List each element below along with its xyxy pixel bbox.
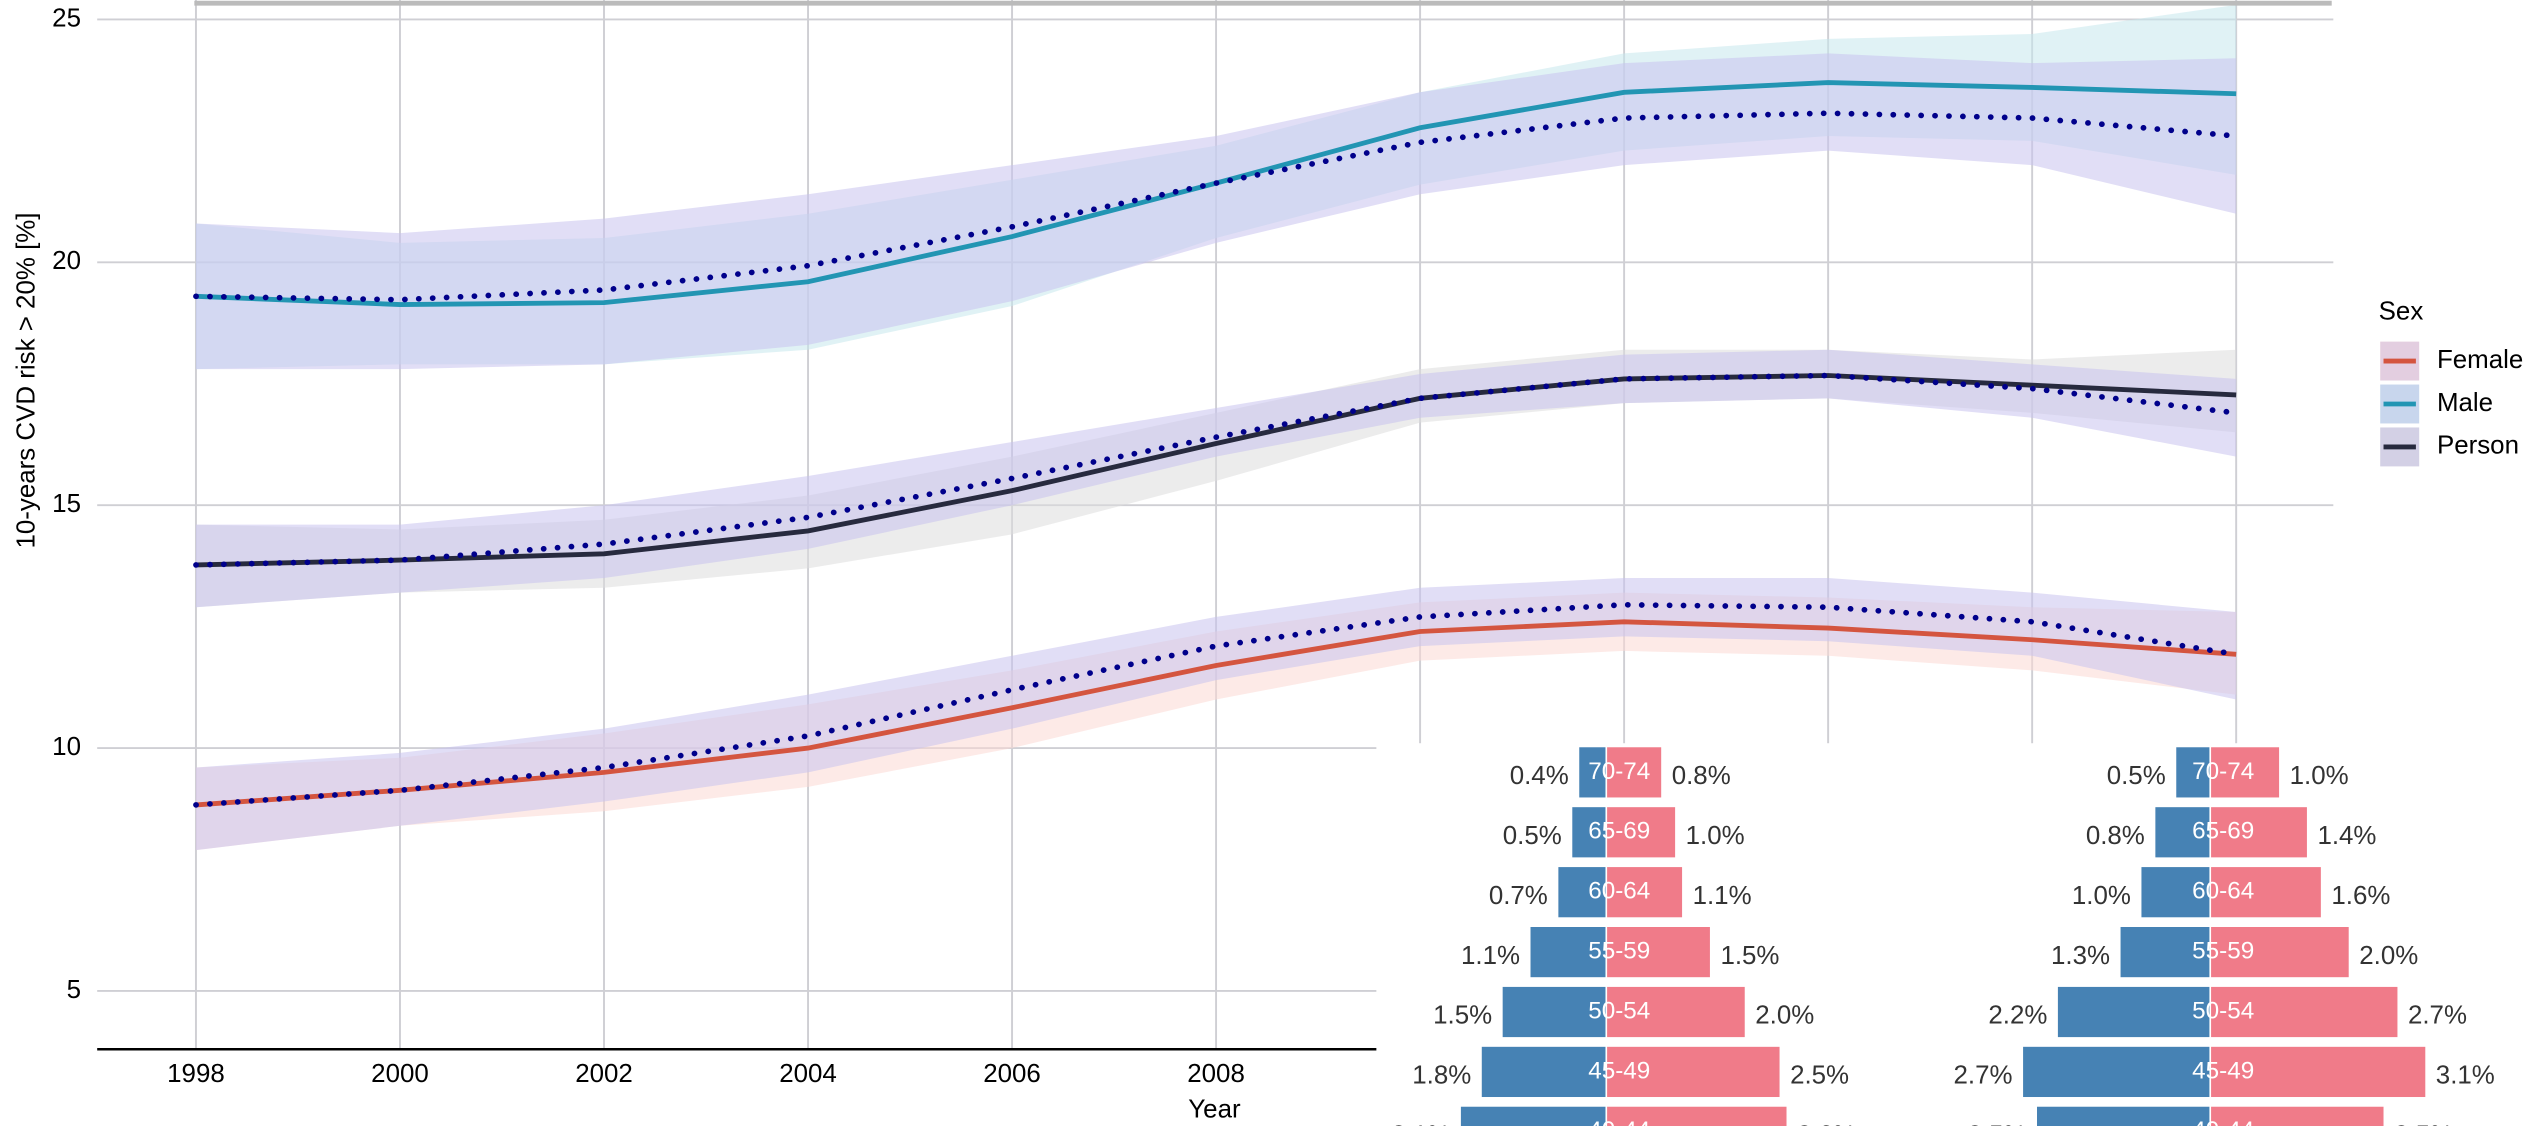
pyramid-bar: [2209, 1105, 2386, 1126]
data-label: 2.1%: [1391, 1122, 1450, 1126]
data-label: 1.0%: [1686, 822, 1745, 850]
age-label: 50-54: [2192, 997, 2254, 1024]
age-label: 70-74: [1588, 758, 1650, 785]
legend-label: Person: [2437, 432, 2519, 460]
age-label: 70-74: [2192, 758, 2254, 785]
data-label: 0.7%: [1489, 882, 1548, 910]
legend-label: Female: [2437, 346, 2523, 374]
data-label: 1.5%: [1720, 942, 1779, 970]
data-label: 0.5%: [1503, 822, 1562, 850]
y-tick-label: 10: [52, 733, 81, 761]
pyramid-bar: [2209, 925, 2351, 979]
data-label: 0.4%: [1510, 762, 1569, 790]
age-label: 45-49: [1588, 1057, 1650, 1084]
data-label: 2.0%: [2359, 942, 2418, 970]
age-label: 55-59: [1588, 938, 1650, 965]
pyramid-bar: [1480, 1045, 1608, 1099]
pyramid-bar: [1605, 745, 1663, 800]
pyramid-bar: [1605, 865, 1684, 919]
data-label: 2.0%: [1755, 1002, 1814, 1030]
pyramid-bar: [2174, 745, 2212, 800]
pyramid-bar: [1605, 805, 1677, 859]
confidence-band: [195, 578, 2237, 851]
pyramid-bar: [1570, 805, 1608, 859]
pyramid-bar: [2209, 745, 2281, 800]
x-axis-label: Year: [1188, 1096, 1241, 1124]
pyramid-bar: [1605, 1105, 1789, 1126]
line-chart: 5101520251998200020022004200620082010201…: [12, 0, 2523, 1124]
pyramid-bar: [2209, 805, 2309, 859]
x-tick-label: 2000: [371, 1060, 429, 1088]
fit-line: [193, 372, 2240, 568]
pyramid-bar: [1459, 1105, 1608, 1126]
data-label: 1.4%: [2317, 822, 2376, 850]
x-tick-label: 1998: [167, 1060, 225, 1088]
age-label: 65-69: [1588, 818, 1650, 845]
pyramid-bar: [1501, 985, 1608, 1039]
data-label: 2.5%: [2394, 1122, 2453, 1126]
pyramid-bar: [2056, 985, 2212, 1039]
data-label: 1.1%: [1461, 942, 1520, 970]
pyramid-bar: [1605, 925, 1712, 979]
data-label: 1.1%: [1693, 882, 1752, 910]
data-label: 1.8%: [1412, 1062, 1471, 1090]
pyramid-bar: [2118, 925, 2212, 979]
x-tick-label: 2006: [983, 1060, 1041, 1088]
data-label: 1.5%: [1433, 1002, 1492, 1030]
x-tick-label: 2002: [575, 1060, 633, 1088]
y-tick-label: 20: [52, 247, 81, 275]
y-tick-label: 15: [52, 490, 81, 518]
y-tick-label: 25: [52, 4, 81, 32]
x-tick-label: 2004: [779, 1060, 837, 1088]
data-label: 3.1%: [2436, 1062, 2495, 1090]
pyramid-bar: [2209, 985, 2400, 1039]
data-label: 1.0%: [2290, 762, 2349, 790]
data-label: 2.7%: [1954, 1062, 2013, 1090]
data-label: 0.8%: [1672, 762, 1731, 790]
pyramid-bar: [2035, 1105, 2212, 1126]
data-label: 0.5%: [2107, 762, 2166, 790]
age-label: 45-49: [2192, 1057, 2254, 1084]
pyramid-bar: [2139, 865, 2212, 919]
age-label: 40-44: [1588, 1117, 1650, 1126]
fit-line: [193, 110, 2240, 303]
pyramid-bar: [2209, 1045, 2427, 1099]
pyramid-bar: [1605, 985, 1747, 1039]
data-label: 0.8%: [2086, 822, 2145, 850]
data-label: 2.7%: [2408, 1002, 2467, 1030]
y-tick-label: 5: [67, 976, 81, 1004]
pyramid-bar: [2209, 865, 2323, 919]
age-label: 65-69: [2192, 818, 2254, 845]
age-label: 50-54: [1588, 997, 1650, 1024]
age-label: 55-59: [2192, 938, 2254, 965]
data-label: 2.5%: [1967, 1122, 2026, 1126]
data-label: 2.6%: [1797, 1122, 1856, 1126]
legend-label: Male: [2437, 389, 2493, 417]
y-axis-label: 10-years CVD risk > 20% [%]: [12, 213, 40, 549]
data-label: 2.2%: [1988, 1002, 2047, 1030]
age-label: 60-64: [1588, 878, 1650, 905]
data-label: 1.6%: [2331, 882, 2390, 910]
x-tick-label: 2008: [1187, 1060, 1245, 1088]
pyramid-bar: [1605, 1045, 1782, 1099]
legend-title: Sex: [2379, 297, 2424, 325]
pyramid-bar: [2021, 1045, 2212, 1099]
data-label: 1.3%: [2051, 942, 2110, 970]
age-label: 40-44: [2192, 1117, 2254, 1126]
series-line: [195, 619, 2237, 808]
data-label: 1.0%: [2072, 882, 2131, 910]
data-label: 2.5%: [1790, 1062, 1849, 1090]
age-label: 60-64: [2192, 878, 2254, 905]
pyramids: 70-74 0.4% 0.8% 65-69 0.5% 1.0% 60-64 0.7% 1.1% 5…: [1391, 745, 2495, 1126]
